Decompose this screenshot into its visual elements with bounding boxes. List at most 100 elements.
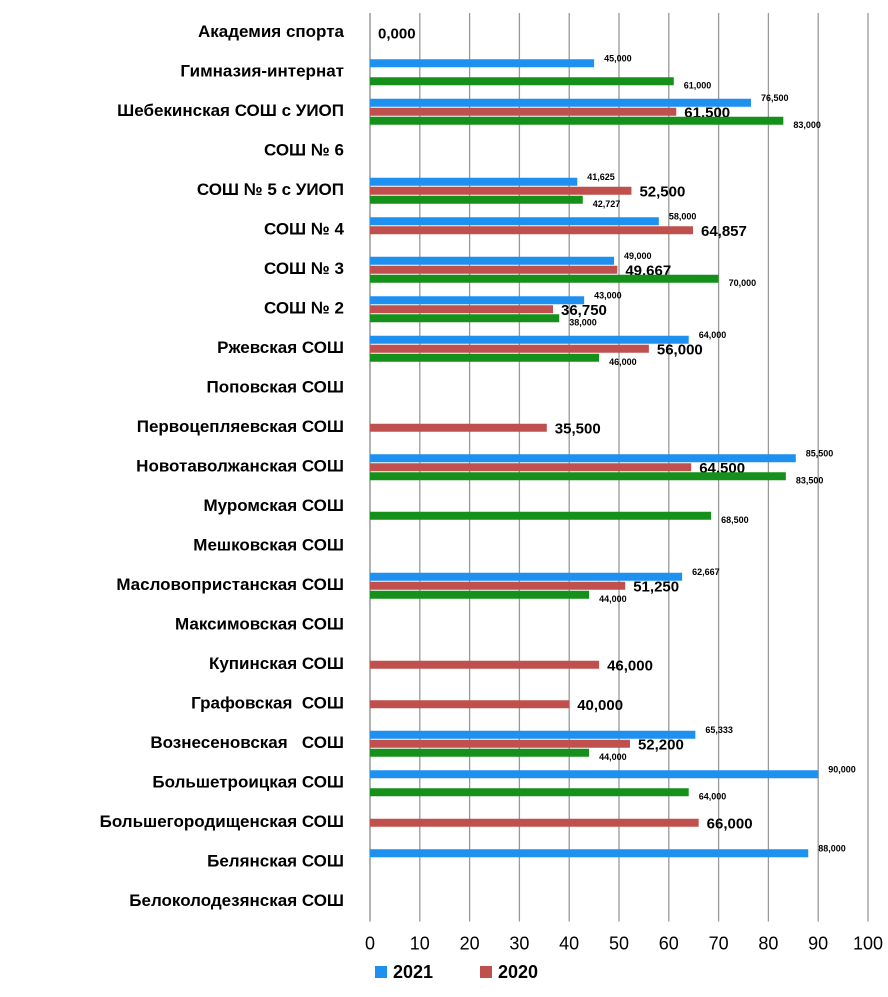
bar	[370, 700, 570, 709]
y-tick-label: Белоколодезянская СОШ	[129, 891, 344, 910]
y-tick-label: Новотаволжанская СОШ	[136, 457, 344, 476]
data-label: 42,727	[593, 199, 621, 209]
bar	[370, 314, 560, 323]
data-label: 38,000	[569, 318, 597, 328]
bar	[370, 59, 595, 68]
data-label: 0,000	[378, 26, 416, 43]
legend-label: 2021	[393, 962, 433, 982]
bar	[370, 739, 630, 748]
data-label: 44,000	[599, 594, 627, 604]
bar	[370, 472, 786, 481]
y-tick-label: СОШ № 4	[264, 220, 345, 239]
y-tick-label: Масловопристанская СОШ	[116, 575, 344, 594]
data-label: 46,000	[609, 357, 637, 367]
y-tick-label: Академия спорта	[198, 22, 345, 41]
bar	[370, 511, 712, 520]
data-label: 64,857	[701, 223, 747, 240]
bar	[370, 748, 590, 757]
x-tick-label: 20	[460, 933, 480, 953]
bar	[370, 107, 677, 116]
x-tick-label: 40	[559, 933, 579, 953]
bar	[370, 77, 674, 86]
x-tick-label: 50	[609, 933, 629, 953]
data-label: 61,000	[684, 81, 712, 91]
y-tick-label: Первоцепляевская СОШ	[137, 417, 344, 436]
bar	[370, 256, 615, 265]
y-tick-label: Поповская СОШ	[206, 378, 344, 397]
bar	[370, 265, 618, 274]
bar	[370, 590, 590, 599]
x-tick-label: 100	[853, 933, 883, 953]
bar	[370, 730, 696, 739]
data-label: 88,000	[818, 844, 846, 854]
bar	[370, 770, 819, 779]
data-label: 41,625	[587, 172, 615, 182]
data-label: 66,000	[707, 816, 753, 833]
x-tick-label: 60	[659, 933, 679, 953]
data-label: 51,250	[633, 579, 679, 596]
bar	[370, 116, 784, 125]
y-tick-label: Купинская СОШ	[209, 654, 344, 673]
data-label: 43,000	[594, 291, 622, 301]
bar	[370, 217, 659, 226]
data-label: 52,200	[638, 737, 684, 754]
y-tick-label: Большетроицкая СОШ	[152, 773, 344, 792]
bar	[370, 572, 683, 581]
x-tick-label: 10	[410, 933, 430, 953]
data-label: 70,000	[729, 278, 757, 288]
data-label: 64,000	[699, 330, 727, 340]
y-tick-label: Шебекинская СОШ с УИОП	[117, 101, 344, 120]
y-tick-label: Графовская СОШ	[191, 694, 344, 713]
data-label: 56,000	[657, 342, 703, 359]
data-label: 83,500	[796, 476, 824, 486]
data-label: 83,000	[793, 120, 821, 130]
bar	[370, 353, 600, 362]
data-label: 76,500	[761, 93, 789, 103]
data-label: 49,000	[624, 251, 652, 261]
y-tick-label: Ржевская СОШ	[217, 338, 344, 357]
y-tick-label: СОШ № 6	[264, 141, 344, 160]
bar	[370, 463, 692, 472]
data-label: 45,000	[604, 54, 632, 64]
y-tick-label: Вознесеновская СОШ	[150, 733, 344, 752]
y-tick-label: Мешковская СОШ	[193, 536, 344, 555]
data-label: 62,667	[692, 567, 720, 577]
data-label: 85,500	[806, 449, 834, 459]
bar	[370, 344, 649, 353]
data-label: 64,000	[699, 792, 727, 802]
bar	[370, 296, 585, 305]
y-tick-label: Большегородищенская СОШ	[100, 812, 344, 831]
data-label: 35,500	[555, 421, 601, 438]
x-tick-label: 80	[758, 933, 778, 953]
y-tick-label: СОШ № 3	[264, 259, 344, 278]
x-tick-label: 90	[808, 933, 828, 953]
data-label: 46,000	[607, 658, 653, 675]
bar	[370, 195, 583, 204]
legend-swatch	[480, 966, 492, 978]
data-label: 40,000	[577, 697, 623, 714]
bar	[370, 423, 547, 432]
data-label: 65,333	[705, 725, 733, 735]
bar	[370, 788, 689, 797]
x-tick-label: 30	[509, 933, 529, 953]
data-label: 36,750	[561, 302, 607, 319]
bar	[370, 849, 809, 858]
bar	[370, 305, 554, 314]
data-label: 58,000	[669, 212, 697, 222]
y-tick-label: Максимовская СОШ	[175, 615, 344, 634]
bar	[370, 581, 626, 590]
bar	[370, 177, 578, 186]
bar	[370, 660, 600, 669]
y-tick-label: СОШ № 5 с УИОП	[197, 180, 344, 199]
bar	[370, 274, 719, 283]
data-label: 52,500	[639, 184, 685, 201]
bar	[370, 454, 796, 463]
y-tick-label: СОШ № 2	[264, 299, 344, 318]
bar	[370, 226, 693, 235]
bar	[370, 186, 632, 195]
data-label: 44,000	[599, 752, 627, 762]
bar	[370, 335, 689, 344]
bar	[370, 98, 751, 107]
x-tick-label: 70	[709, 933, 729, 953]
data-label: 90,000	[828, 765, 856, 775]
